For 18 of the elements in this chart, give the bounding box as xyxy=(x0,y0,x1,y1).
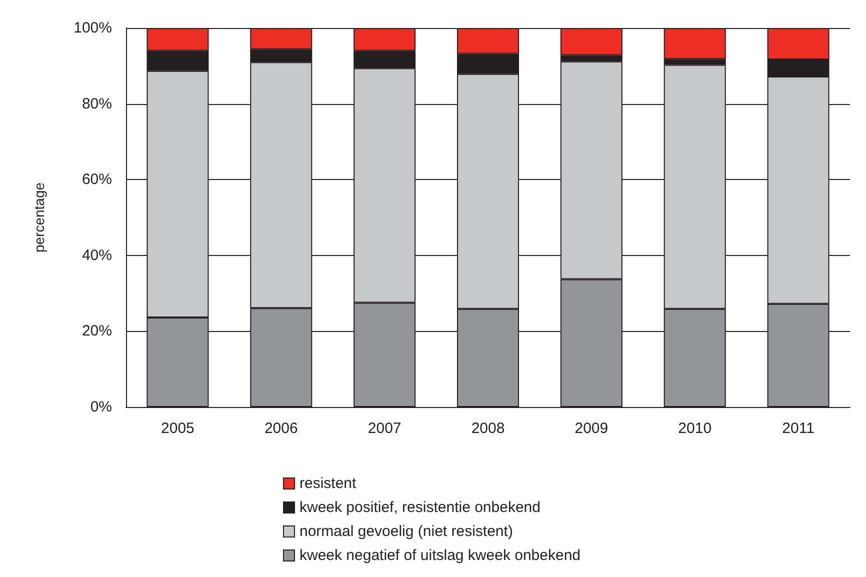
y-tick-label: 40% xyxy=(82,246,112,264)
legend-label: kweek negatief of uitslag kweek onbekend xyxy=(300,547,581,564)
x-tick-label: 2010 xyxy=(678,420,712,437)
legend-label: resistent xyxy=(300,475,358,492)
x-tick-label: 2009 xyxy=(574,420,608,437)
legend-label: normaal gevoelig (niet resistent) xyxy=(300,523,513,540)
x-tick-label: 2006 xyxy=(264,420,298,437)
legend-label: kweek positief, resistentie onbekend xyxy=(300,499,540,516)
y-tick-label: 60% xyxy=(82,171,112,188)
y-tick-label: 100% xyxy=(74,20,112,36)
x-tick-label: 2008 xyxy=(471,420,505,437)
y-tick-label: 0% xyxy=(90,398,112,416)
x-tick-label: 2007 xyxy=(368,420,402,437)
y-tick-label: 20% xyxy=(82,322,112,340)
x-tick-label: 2011 xyxy=(782,420,814,437)
y-axis-title: percentage xyxy=(31,182,47,253)
y-tick-label: 80% xyxy=(82,95,112,112)
x-tick-label: 2005 xyxy=(161,420,194,437)
